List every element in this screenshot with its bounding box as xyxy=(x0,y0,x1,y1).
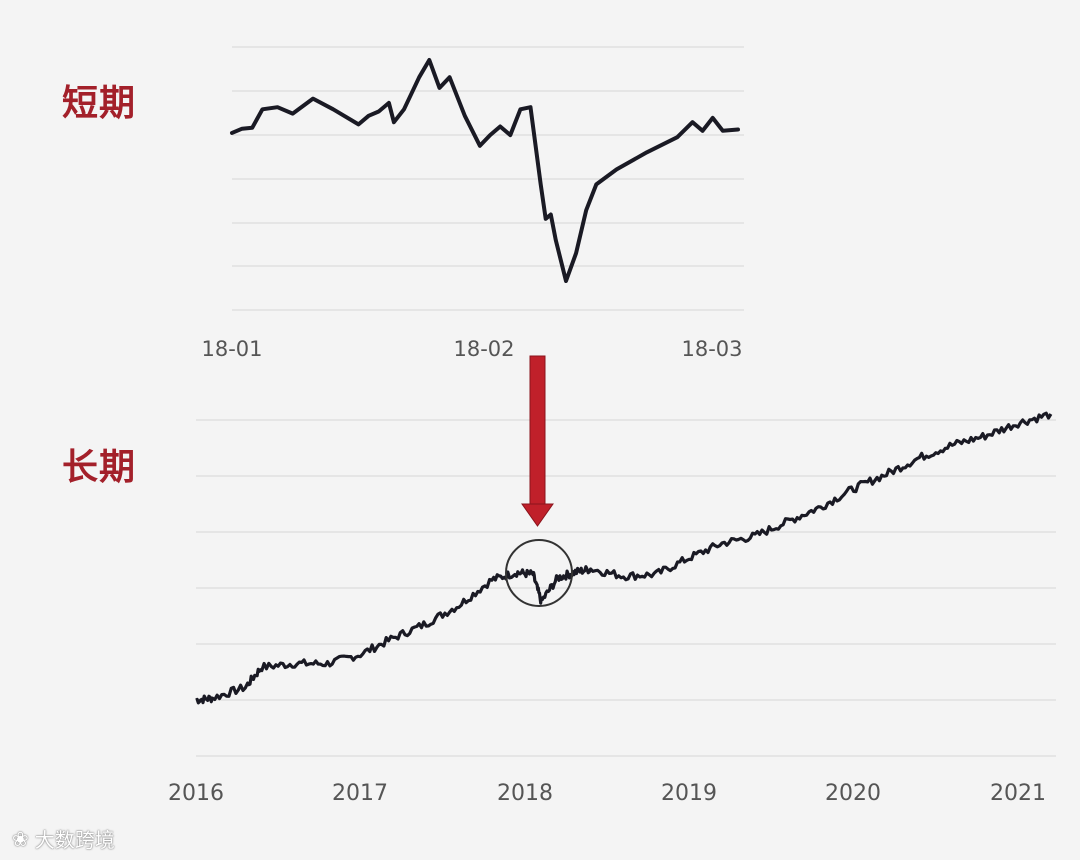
short-x-tick-18-03: 18-03 xyxy=(681,337,742,361)
long-series-line xyxy=(195,411,1053,705)
watermark-logo-icon: ❀ xyxy=(12,826,29,851)
long-x-tick-2019: 2019 xyxy=(661,781,717,806)
short-series-line xyxy=(230,58,740,283)
short-x-tick-18-02: 18-02 xyxy=(453,337,514,361)
short-x-tick-18-01: 18-01 xyxy=(201,337,262,361)
long-x-tick-2017: 2017 xyxy=(332,781,388,806)
watermark-text: 大数跨境 xyxy=(34,828,115,852)
long-x-tick-2018: 2018 xyxy=(497,781,553,806)
arrow-head xyxy=(521,503,554,527)
watermark: ❀ 大数跨境 xyxy=(12,824,115,853)
arrow-shaft xyxy=(529,355,546,505)
long-x-tick-2020: 2020 xyxy=(825,781,881,806)
long-x-tick-2016: 2016 xyxy=(168,781,224,806)
long-x-tick-2021: 2021 xyxy=(990,781,1046,806)
long-term-chart: 2016 2017 2018 2019 2020 2021 xyxy=(168,411,1056,806)
short-term-title: 短期 xyxy=(62,83,137,124)
highlight-circle xyxy=(505,539,573,607)
annotations xyxy=(505,355,573,607)
long-term-title: 长期 xyxy=(62,447,137,488)
short-term-chart: 18-01 18-02 18-03 xyxy=(201,46,744,361)
